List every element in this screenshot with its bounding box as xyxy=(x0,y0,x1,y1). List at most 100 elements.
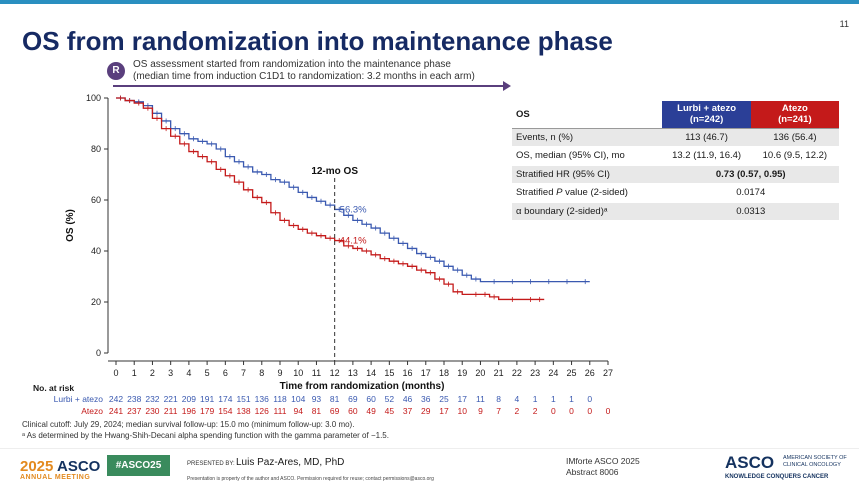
x-tick-label: 10 xyxy=(293,368,303,378)
table-header-os: OS xyxy=(512,101,663,129)
x-tick-label: 14 xyxy=(366,368,376,378)
table-header-atezo: Atezo (n=241) xyxy=(750,101,839,129)
at-risk-value: 52 xyxy=(384,394,395,404)
at-risk-value: 111 xyxy=(273,406,287,416)
footnote-alpha: ᵃ As determined by the Hwang-Shih-Decani… xyxy=(22,431,389,440)
row-label: α boundary (2-sided)ᵃ xyxy=(512,202,663,221)
at-risk-value: 93 xyxy=(311,394,322,404)
x-tick-label: 18 xyxy=(439,368,449,378)
x-tick-label: 17 xyxy=(421,368,431,378)
footnote-cutoff: Clinical cutoff: July 29, 2024; median s… xyxy=(22,420,355,429)
meeting-info: IMforte ASCO 2025 Abstract 8006 xyxy=(566,456,640,478)
abstract-number: Abstract 8006 xyxy=(566,467,619,477)
x-tick-label: 16 xyxy=(403,368,413,378)
asco-tagline: KNOWLEDGE CONQUERS CANCER xyxy=(725,474,829,480)
randomization-line-1: OS assessment started from randomization… xyxy=(133,59,451,70)
at-risk-value: 126 xyxy=(254,406,269,416)
at-risk-value: 7 xyxy=(496,406,502,416)
row-value-lurbi: 13.2 (11.9, 16.4) xyxy=(662,146,751,166)
asco-meeting-label: ANNUAL MEETING xyxy=(20,474,91,481)
asco-year: 2025 xyxy=(20,458,54,475)
row-value-atezo: 10.6 (9.5, 12.2) xyxy=(750,146,839,166)
asco-org-sub-2: CLINICAL ONCOLOGY xyxy=(783,462,841,468)
x-tick-label: 15 xyxy=(384,368,394,378)
os-summary-table: OS Lurbi + atezo (n=242) Atezo (n=241) Eve… xyxy=(512,101,839,221)
y-tick-label: 40 xyxy=(91,246,101,256)
at-risk-value: 45 xyxy=(384,406,395,416)
at-risk-value: 0 xyxy=(569,406,574,416)
x-tick-label: 27 xyxy=(603,368,613,378)
at-risk-value: 8 xyxy=(496,394,502,404)
at-risk-value: 81 xyxy=(311,406,322,416)
row-label-italic: P xyxy=(556,187,563,199)
meeting-title: IMforte ASCO 2025 xyxy=(566,456,640,466)
at-risk-value: 37 xyxy=(402,406,413,416)
x-tick-label: 26 xyxy=(585,368,595,378)
at-risk-value: 49 xyxy=(366,406,376,416)
randomization-badge: R xyxy=(107,62,125,80)
row-label: Stratified HR (95% CI) xyxy=(512,165,663,184)
at-risk-value: 25 xyxy=(439,394,449,404)
at-risk-value: 2 xyxy=(514,406,520,416)
presenter-name: Luis Paz-Ares, MD, PhD xyxy=(236,457,345,468)
at-risk-value: 0 xyxy=(605,406,611,416)
at-risk-value: 138 xyxy=(236,406,251,416)
y-tick-label: 0 xyxy=(96,348,101,358)
row-label: OS, median (95% CI), mo xyxy=(512,146,663,166)
asco-annual-meeting-logo: 2025 ASCO xyxy=(20,458,100,475)
at-risk-value: 232 xyxy=(145,394,160,404)
chart-annotations: 12-mo OS 56.3% 44.1% xyxy=(311,166,367,361)
at-risk-value: 0 xyxy=(587,406,593,416)
at-risk-value: 174 xyxy=(218,394,233,404)
y-axis-title: OS (%) xyxy=(65,209,76,242)
hashtag-badge: #ASCO25 xyxy=(107,455,170,476)
at-risk-row-label: Atezo xyxy=(81,406,103,416)
table-header-atezo-n: (n=241) xyxy=(778,114,812,126)
randomization-line-2: (median time from induction C1D1 to rand… xyxy=(133,71,475,82)
table-row: Stratified P value (2-sided) 0.0174 xyxy=(512,183,839,203)
at-risk-value: 136 xyxy=(254,394,269,404)
y-tick-label: 20 xyxy=(91,297,101,307)
permission-note: Presentation is property of the author a… xyxy=(187,476,434,482)
x-tick-label: 0 xyxy=(113,368,118,378)
at-risk-value: 60 xyxy=(366,394,376,404)
asco-name: ASCO xyxy=(57,458,101,475)
x-tick-label: 23 xyxy=(530,368,540,378)
chart-series xyxy=(116,95,590,302)
at-risk-value: 179 xyxy=(200,406,215,416)
x-tick-label: 1 xyxy=(132,368,137,378)
at-risk-value: 69 xyxy=(348,394,358,404)
table-header-row: OS Lurbi + atezo (n=242) Atezo (n=241) xyxy=(512,101,839,129)
row-value-atezo: 136 (56.4) xyxy=(750,128,839,147)
x-tick-label: 13 xyxy=(348,368,358,378)
at-risk-value: 104 xyxy=(291,394,306,404)
presented-by-label: PRESENTED BY: xyxy=(187,461,235,467)
x-tick-label: 20 xyxy=(475,368,485,378)
table-header-lurbi-n: (n=242) xyxy=(689,114,724,126)
at-risk-value: 36 xyxy=(421,394,431,404)
x-tick-label: 8 xyxy=(259,368,264,378)
x-tick-label: 7 xyxy=(241,368,246,378)
row-label-pre: Stratified xyxy=(516,187,557,199)
randomization-arrow-head xyxy=(503,81,511,91)
x-tick-label: 11 xyxy=(312,368,321,378)
randomization-note: OS assessment started from randomization… xyxy=(133,59,475,83)
x-tick-label: 22 xyxy=(512,368,522,378)
km-curve-lurbi-atezo xyxy=(116,97,590,283)
at-risk-value: 0 xyxy=(587,394,593,404)
at-risk-value: 191 xyxy=(200,394,215,404)
at-risk-value: 4 xyxy=(514,394,520,404)
at-risk-value: 118 xyxy=(273,394,287,404)
at-risk-value: 81 xyxy=(329,394,340,404)
x-tick-label: 25 xyxy=(567,368,577,378)
at-risk-value: 69 xyxy=(329,406,340,416)
table-row: α boundary (2-sided)ᵃ 0.0313 xyxy=(512,202,839,221)
at-risk-value: 151 xyxy=(236,394,251,404)
at-risk-value: 29 xyxy=(421,406,431,416)
at-risk-row-label: Lurbi + atezo xyxy=(53,394,103,404)
row-value-merged: 0.73 (0.57, 0.95) xyxy=(662,165,839,184)
y-tick-label: 100 xyxy=(86,93,101,103)
table-row: OS, median (95% CI), mo 13.2 (11.9, 16.4… xyxy=(512,146,839,166)
